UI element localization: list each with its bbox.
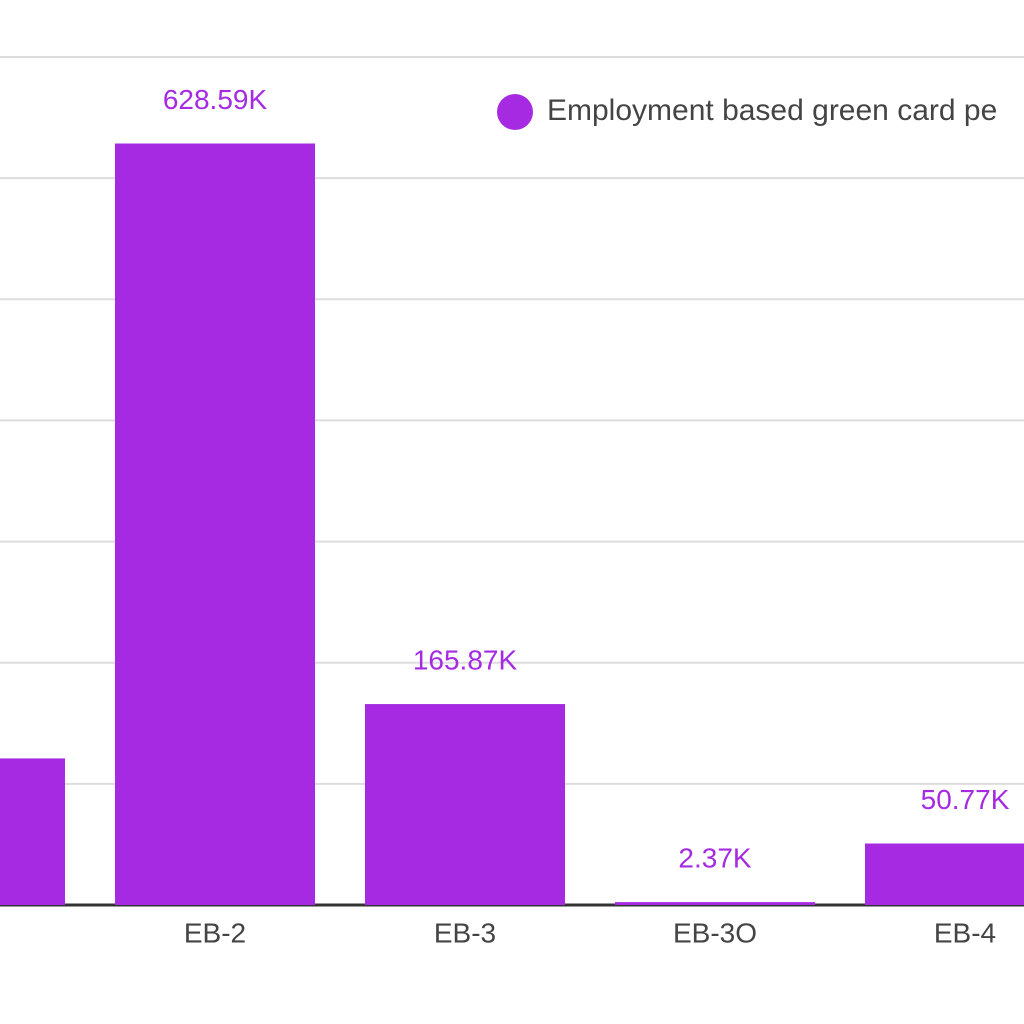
value-label: 50.77K	[921, 784, 1010, 815]
x-tick-label: EB-3	[434, 917, 496, 948]
value-label: 165.87K	[413, 644, 518, 675]
legend-label: Employment based green card pe	[547, 94, 997, 127]
x-tick-label: EB-2	[184, 917, 246, 948]
bar	[0, 758, 65, 905]
bar	[865, 843, 1024, 905]
x-tick-label: EB-3O	[673, 917, 757, 948]
value-label: 2.37K	[678, 843, 751, 874]
x-tick-label: EB-4	[934, 917, 996, 948]
bar	[615, 902, 815, 905]
bar	[115, 143, 315, 905]
bar	[365, 704, 565, 905]
legend-marker	[497, 94, 533, 130]
value-label: 628.59K	[163, 84, 268, 115]
